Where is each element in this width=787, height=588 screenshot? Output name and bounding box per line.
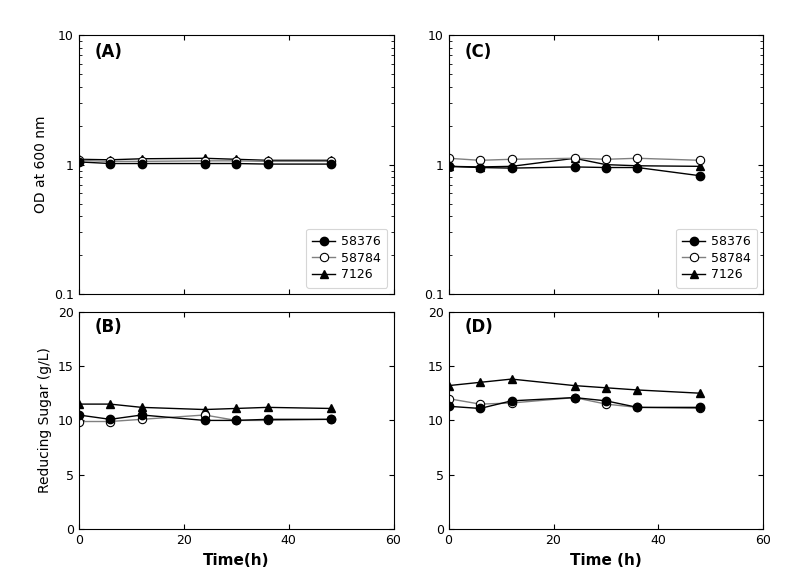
58784	[326, 158, 335, 165]
7126	[507, 163, 516, 170]
7126	[601, 161, 611, 168]
58784	[231, 158, 241, 165]
X-axis label: Time(h): Time(h)	[203, 553, 269, 567]
Text: (B): (B)	[94, 318, 122, 336]
58784	[633, 155, 642, 162]
Text: (A): (A)	[94, 43, 122, 61]
58784	[570, 155, 579, 162]
58376	[475, 164, 485, 171]
Line: 58784: 58784	[445, 154, 704, 165]
58784	[601, 156, 611, 163]
Line: 7126: 7126	[75, 154, 334, 165]
Y-axis label: Reducing Sugar (g/L): Reducing Sugar (g/L)	[39, 348, 53, 493]
58376	[444, 163, 453, 170]
58376	[137, 160, 146, 167]
Y-axis label: OD at 600 nm: OD at 600 nm	[35, 116, 49, 213]
58376	[601, 164, 611, 171]
58376	[507, 165, 516, 172]
7126	[74, 156, 83, 163]
Line: 58376: 58376	[75, 158, 334, 168]
7126	[326, 157, 335, 164]
58784	[200, 158, 209, 165]
58784	[105, 158, 115, 165]
X-axis label: Time (h): Time (h)	[570, 553, 642, 567]
58376	[696, 172, 705, 179]
Line: 58784: 58784	[75, 156, 334, 166]
7126	[200, 155, 209, 162]
58376	[105, 160, 115, 167]
58784	[74, 157, 83, 164]
Text: (D): (D)	[464, 318, 493, 336]
7126	[137, 155, 146, 162]
58376	[200, 160, 209, 167]
58784	[507, 156, 516, 163]
58784	[137, 158, 146, 165]
58784	[696, 157, 705, 164]
58784	[444, 155, 453, 162]
7126	[475, 163, 485, 171]
58376	[326, 161, 335, 168]
58784	[263, 158, 272, 165]
7126	[633, 162, 642, 169]
7126	[105, 156, 115, 163]
7126	[444, 163, 453, 170]
58376	[633, 164, 642, 171]
7126	[696, 163, 705, 170]
58784	[475, 157, 485, 164]
58376	[570, 163, 579, 171]
Legend: 58376, 58784, 7126: 58376, 58784, 7126	[676, 229, 757, 288]
Line: 58376: 58376	[445, 162, 704, 180]
58376	[231, 160, 241, 167]
Text: (C): (C)	[464, 43, 492, 61]
58376	[263, 161, 272, 168]
7126	[231, 156, 241, 163]
7126	[570, 155, 579, 162]
58376	[74, 158, 83, 165]
7126	[263, 157, 272, 164]
Legend: 58376, 58784, 7126: 58376, 58784, 7126	[306, 229, 387, 288]
Line: 7126: 7126	[445, 154, 704, 171]
